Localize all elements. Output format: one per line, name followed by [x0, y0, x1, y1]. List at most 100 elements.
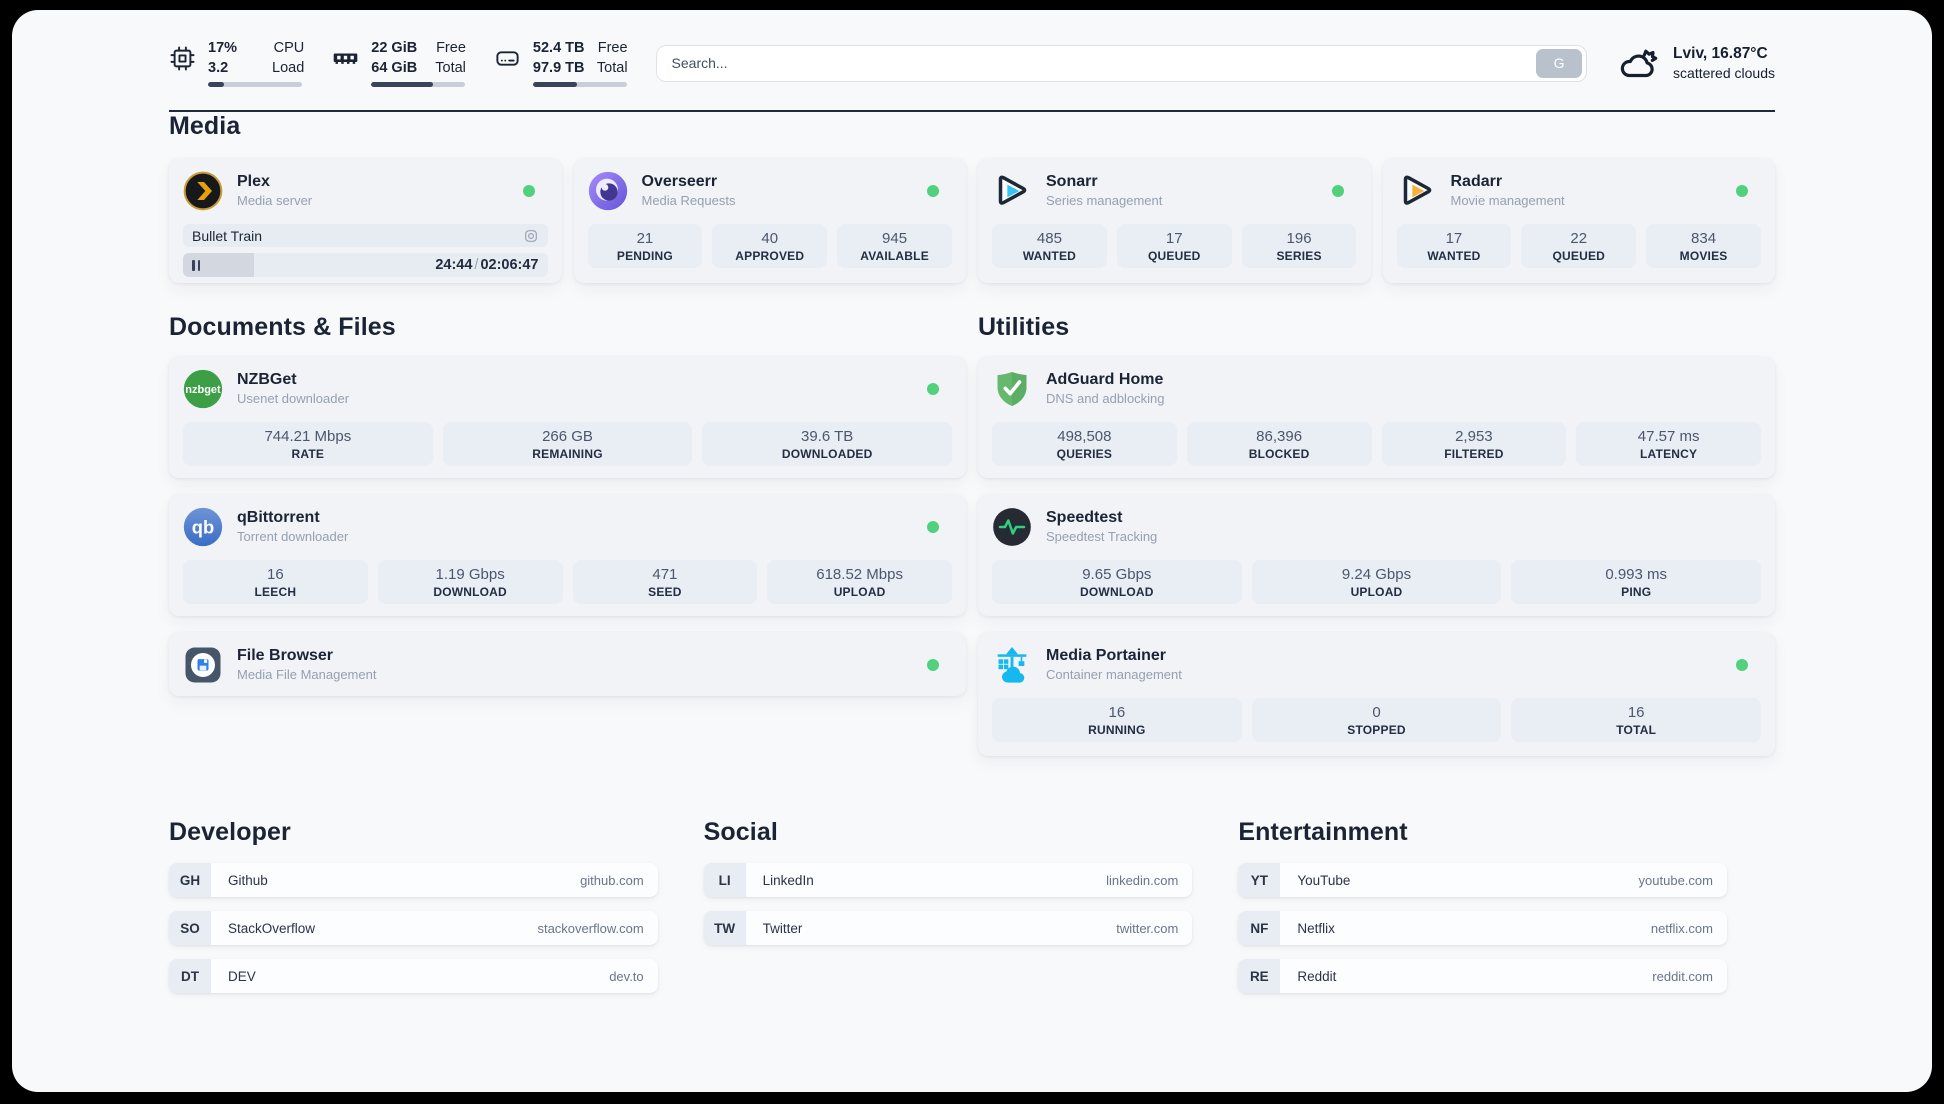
- link-stackoverflow[interactable]: SO StackOverflow stackoverflow.com: [169, 911, 658, 945]
- cpu-label: CPU: [273, 40, 305, 57]
- sonarr-card[interactable]: Sonarr Series management 485 WANTED 17 QUE…: [978, 158, 1371, 283]
- plex-card[interactable]: Plex Media server Bullet Train 24:44/02:…: [169, 158, 562, 283]
- link-dev[interactable]: DT DEV dev.to: [169, 959, 658, 993]
- dashboard-panel: 17% 3.2 CPU Load 22 GiB 64 GiB: [12, 10, 1932, 1092]
- stat-filtered: 2,953 FILTERED: [1381, 422, 1567, 466]
- svg-text:nzbget: nzbget: [185, 384, 221, 396]
- speedtest-icon: [993, 508, 1031, 546]
- weather-location-temp: Lviv, 16.87°C: [1673, 44, 1768, 62]
- stat-total: 16 TOTAL: [1511, 698, 1762, 742]
- stat-wanted: 17 WANTED: [1396, 224, 1512, 268]
- status-dot: [522, 185, 535, 197]
- qbittorrent-icon: qb: [183, 507, 223, 547]
- disk-free-label: Free: [597, 40, 628, 57]
- stat-upload: 618.52 Mbps UPLOAD: [767, 560, 952, 604]
- youtube-badge-icon: YT: [1238, 863, 1281, 897]
- utilities-column: Utilities AdGuard Home DNS and adblockin…: [978, 313, 1775, 772]
- app-subtitle: Movie management: [1450, 193, 1565, 209]
- stat-download: 1.19 Gbps DOWNLOAD: [377, 560, 563, 604]
- nzbget-card[interactable]: nzbget NZBGet Usenet downloader 744.21 M…: [169, 356, 966, 478]
- top-bar: 17% 3.2 CPU Load 22 GiB 64 GiB: [169, 38, 1775, 88]
- link-youtube[interactable]: YT YouTube youtube.com: [1238, 863, 1727, 897]
- stat-blocked: 86,396 BLOCKED: [1186, 422, 1372, 466]
- app-subtitle: Media Requests: [641, 193, 736, 209]
- stat-movies: 834 MOVIES: [1646, 224, 1761, 268]
- media-grid: Plex Media server Bullet Train 24:44/02:…: [169, 158, 1775, 283]
- utilities-section-title: Utilities: [978, 313, 1070, 341]
- search-engine-button[interactable]: G: [1536, 48, 1583, 78]
- social-section-title: Social: [703, 818, 778, 846]
- stat-stopped: 0 STOPPED: [1251, 698, 1502, 742]
- portainer-icon: [997, 647, 1027, 683]
- weather-widget: Lviv, 16.87°C scattered clouds: [1617, 43, 1775, 83]
- entertainment-links: Entertainment YT YouTube youtube.com NF …: [1238, 818, 1727, 1007]
- memory-progress-bar: [371, 81, 466, 87]
- status-dot: [1736, 185, 1748, 197]
- status-dot: [927, 521, 939, 533]
- app-title: AdGuard Home: [1046, 371, 1164, 389]
- radarr-icon: [1403, 175, 1431, 205]
- cpu-widget: 17% 3.2 CPU Load: [169, 39, 305, 87]
- nzbget-icon: nzbget: [183, 369, 223, 409]
- developer-links: Developer GH Github github.com SO StackO…: [169, 818, 658, 1007]
- disk-icon: [496, 51, 519, 66]
- app-subtitle: DNS and adblocking: [1046, 391, 1165, 407]
- sonarr-icon: [998, 175, 1027, 205]
- twitter-badge-icon: TW: [703, 911, 746, 945]
- search-bar: G: [655, 44, 1588, 82]
- stat-seed: 471 SEED: [572, 560, 758, 604]
- system-widgets: 17% 3.2 CPU Load 22 GiB 64 GiB: [169, 39, 628, 87]
- link-twitter[interactable]: TW Twitter twitter.com: [703, 911, 1193, 945]
- speedtest-card[interactable]: Speedtest Speedtest Tracking 9.65 Gbps DO…: [978, 494, 1775, 616]
- memory-widget: 22 GiB 64 GiB Free Total: [332, 39, 466, 87]
- qbittorrent-card[interactable]: qb qBittorrent Torrent downloader 16 LEEC…: [169, 494, 966, 616]
- disk-free-value: 52.4 TB: [532, 40, 585, 57]
- media-section-title: Media: [169, 112, 241, 140]
- app-title: Overseerr: [641, 173, 718, 191]
- stat-queued: 17 QUEUED: [1116, 224, 1232, 268]
- link-github[interactable]: GH Github github.com: [169, 863, 658, 897]
- overseerr-card[interactable]: Overseerr Media Requests 21 PENDING 40 APP…: [573, 158, 966, 283]
- app-subtitle: Media server: [237, 193, 313, 209]
- memory-free-label: Free: [436, 40, 466, 57]
- cloud-icon: [1620, 49, 1658, 78]
- adguard-card[interactable]: AdGuard Home DNS and adblocking 498,508 Q…: [978, 356, 1775, 478]
- stat-download: 9.65 Gbps DOWNLOAD: [992, 560, 1242, 604]
- time-current: 24:44: [435, 257, 473, 273]
- cpu-load-value: 3.2: [208, 59, 229, 76]
- disk-widget: 52.4 TB 97.9 TB Free Total: [494, 39, 628, 87]
- now-playing-title: Bullet Train: [192, 227, 263, 244]
- svg-text:qb: qb: [192, 517, 214, 538]
- linkedin-badge-icon: LI: [703, 863, 746, 897]
- filebrowser-card[interactable]: File Browser Media File Management: [169, 632, 966, 696]
- stat-ping: 0.993 ms PING: [1511, 560, 1762, 604]
- now-playing-row: Bullet Train: [183, 224, 548, 247]
- disk-progress-bar: [532, 81, 627, 87]
- link-netflix[interactable]: NF Netflix netflix.com: [1238, 911, 1727, 945]
- weather-condition: scattered clouds: [1673, 64, 1775, 81]
- app-title: NZBGet: [237, 371, 297, 389]
- cpu-icon: [170, 46, 195, 71]
- link-linkedin[interactable]: LI LinkedIn linkedin.com: [703, 863, 1193, 897]
- documents-column: Documents & Files nzbget NZBGet Usenet d…: [169, 313, 966, 772]
- playback-time: 24:44/02:06:47: [435, 257, 547, 273]
- link-reddit[interactable]: RE Reddit reddit.com: [1238, 959, 1727, 993]
- time-separator: /: [474, 257, 479, 273]
- entertainment-section-title: Entertainment: [1238, 818, 1408, 846]
- pause-icon: [192, 259, 201, 271]
- app-title: qBittorrent: [237, 509, 320, 527]
- github-badge-icon: GH: [169, 863, 211, 897]
- status-dot: [927, 185, 939, 197]
- portainer-card[interactable]: Media Portainer Container management 16 R…: [978, 632, 1775, 756]
- session-camera-icon: [524, 229, 537, 242]
- dev-badge-icon: DT: [169, 959, 211, 993]
- ram-icon: [333, 53, 358, 64]
- adguard-icon: [997, 372, 1027, 406]
- search-input[interactable]: [656, 55, 1537, 71]
- stat-leech: 16 LEECH: [183, 560, 368, 604]
- stat-remaining: 266 GB REMAINING: [442, 422, 693, 466]
- header-separator: [169, 110, 1775, 112]
- disk-total-value: 97.9 TB: [532, 59, 585, 76]
- radarr-card[interactable]: Radarr Movie management 17 WANTED 22 QUEUE…: [1382, 158, 1775, 283]
- app-subtitle: Media File Management: [237, 667, 377, 683]
